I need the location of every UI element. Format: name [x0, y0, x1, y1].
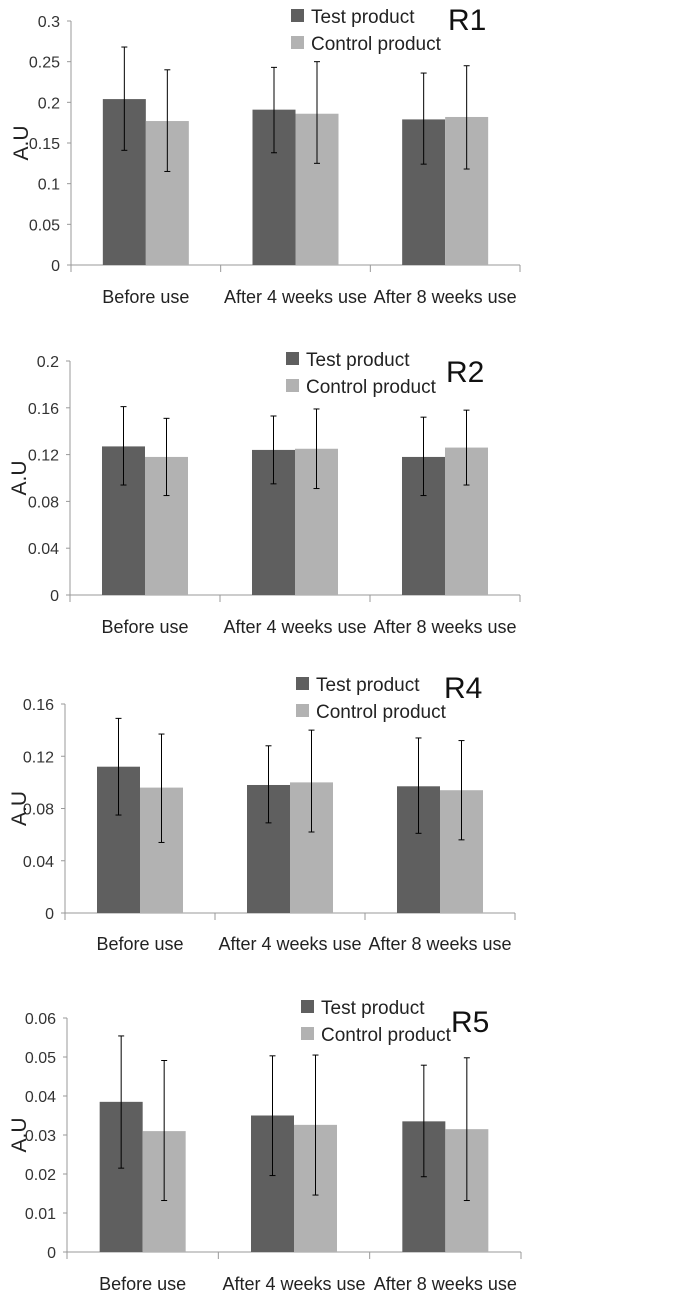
legend-label: Control product — [311, 34, 442, 55]
y-tick-label: 0.2 — [38, 95, 60, 112]
legend-label: Test product — [306, 350, 410, 371]
x-tick-label: After 8 weeks use — [374, 287, 517, 307]
legend-label: Test product — [316, 675, 420, 696]
y-tick-label: 0.15 — [29, 136, 60, 153]
chart-title: R2 — [446, 356, 484, 389]
x-tick-label: Before use — [99, 1274, 186, 1291]
y-tick-label: 0 — [45, 906, 54, 923]
x-tick-label: After 4 weeks use — [222, 1274, 365, 1291]
chart-r2: 0 0.04 0.08 0.12 0.16 0.2 Before use After 4 we… — [8, 350, 521, 637]
legend-swatch-control — [296, 704, 309, 717]
x-tick-label: Before use — [102, 287, 189, 307]
chart-title: R5 — [451, 1006, 489, 1039]
x-tick-label: After 4 weeks use — [223, 617, 366, 637]
y-tick-label: 0.06 — [25, 1011, 56, 1028]
chart-r5: 0 0.01 0.02 0.03 0.04 0.05 0.06 Before use After… — [8, 998, 522, 1291]
y-axis-label: A.U — [8, 460, 31, 495]
chart-title: R4 — [444, 672, 482, 705]
x-tick-label: After 8 weeks use — [374, 1274, 517, 1291]
y-tick-label: 0.04 — [23, 854, 54, 871]
y-tick-label: 0 — [51, 258, 60, 275]
chart-r1: 0 0.05 0.1 0.15 0.2 0.25 0.3 Before use After 4 … — [10, 4, 521, 307]
legend-label: Test product — [311, 7, 415, 28]
y-tick-label: 0.2 — [37, 354, 59, 371]
legend-swatch-test — [291, 9, 304, 22]
x-tick-label: Before use — [96, 934, 183, 954]
y-axis-label: A.U — [8, 791, 31, 826]
y-tick-label: 0.04 — [25, 1089, 56, 1106]
y-axis-label: A.U — [8, 1117, 31, 1152]
y-tick-label: 0 — [47, 1245, 56, 1262]
y-tick-label: 0.04 — [28, 541, 59, 558]
y-tick-label: 0.25 — [29, 55, 60, 72]
y-tick-label: 0.1 — [38, 177, 60, 194]
legend-swatch-control — [286, 379, 299, 392]
y-tick-label: 0.3 — [38, 14, 60, 31]
y-tick-label: 0.12 — [23, 749, 54, 766]
y-tick-label: 0.03 — [25, 1128, 56, 1145]
legend-label: Control product — [306, 377, 437, 398]
y-tick-label: 0.05 — [25, 1050, 56, 1067]
y-tick-label: 0.16 — [23, 697, 54, 714]
x-tick-label: After 4 weeks use — [218, 934, 361, 954]
legend-label: Control product — [321, 1025, 452, 1046]
y-tick-label: 0 — [50, 588, 59, 605]
legend-swatch-test — [286, 352, 299, 365]
legend-swatch-control — [301, 1027, 314, 1040]
y-tick-label: 0.16 — [28, 401, 59, 418]
legend-label: Control product — [316, 702, 447, 723]
x-tick-label: Before use — [101, 617, 188, 637]
legend-label: Test product — [321, 998, 425, 1019]
y-tick-label: 0.02 — [25, 1167, 56, 1184]
y-tick-label: 0.12 — [28, 448, 59, 465]
y-tick-label: 0.01 — [25, 1206, 56, 1223]
legend-swatch-test — [296, 677, 309, 690]
x-tick-label: After 4 weeks use — [224, 287, 367, 307]
chart-r4: 0 0.04 0.08 0.12 0.16 Before use After 4 weeks… — [8, 672, 516, 954]
y-tick-label: 0.05 — [29, 217, 60, 234]
chart-title: R1 — [448, 4, 486, 37]
legend-swatch-control — [291, 36, 304, 49]
y-tick-label: 0.08 — [28, 494, 59, 511]
y-axis-label: A.U — [10, 125, 33, 160]
legend-swatch-test — [301, 1000, 314, 1013]
y-tick-label: 0.08 — [23, 802, 54, 819]
x-tick-label: After 8 weeks use — [368, 934, 511, 954]
x-tick-label: After 8 weeks use — [373, 617, 516, 637]
